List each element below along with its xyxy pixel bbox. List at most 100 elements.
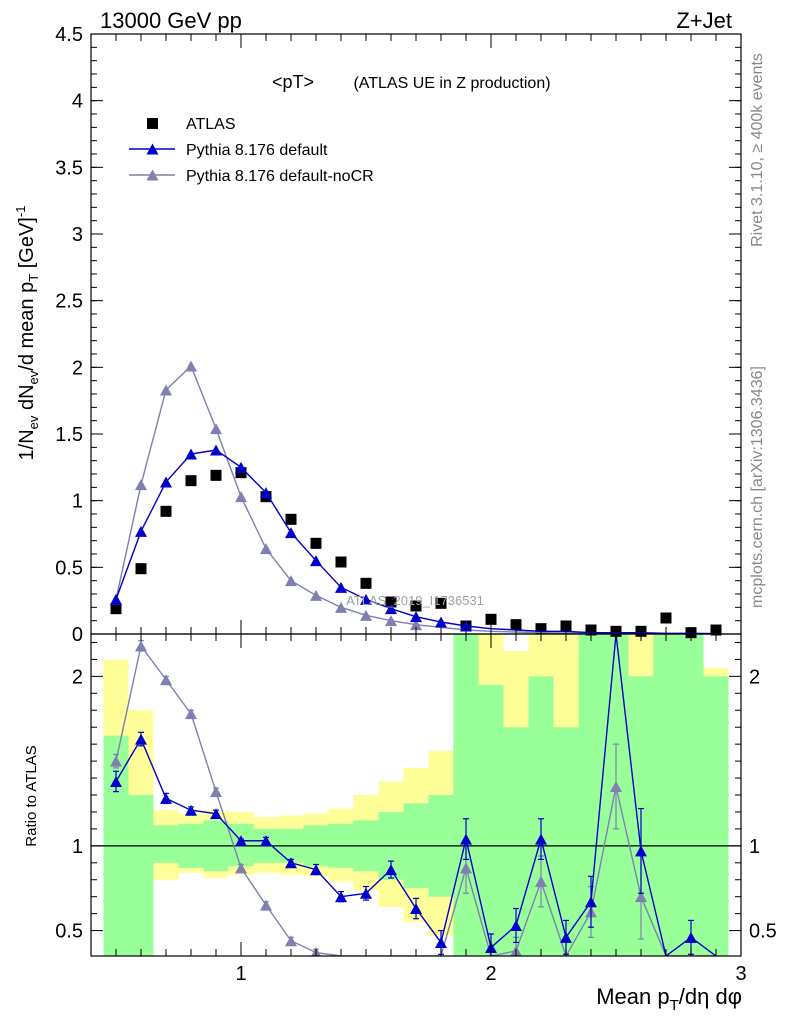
- ratio-series: [110, 634, 717, 956]
- ratio-point-nocr: [610, 781, 622, 793]
- point-nocr: [310, 589, 322, 601]
- atlas-point: [110, 603, 122, 615]
- main-ytick-label: 4: [72, 91, 83, 113]
- point-nocr: [260, 543, 272, 555]
- ratio-point-default: [310, 864, 322, 876]
- atlas-point: [135, 563, 147, 575]
- mcplots-label: mcplots.cern.ch [arXiv:1306.3436]: [749, 366, 766, 608]
- ratio-point-nocr: [235, 862, 247, 874]
- ratio-point-default: [210, 808, 222, 820]
- point-default: [410, 611, 422, 623]
- atlas-point: [285, 513, 297, 525]
- ratio-point-default: [460, 833, 472, 845]
- band-green: [703, 676, 729, 956]
- ratio-point-default: [510, 919, 522, 931]
- band-green: [478, 684, 504, 956]
- point-default: [460, 620, 472, 632]
- ratio-point-default: [110, 775, 122, 787]
- atlas-point: [660, 612, 672, 624]
- main-ytick-label: 2: [72, 357, 83, 379]
- main-ytick-label: 1.5: [55, 424, 83, 446]
- legend-label-nocr: Pythia 8.176 default-noCR: [186, 168, 374, 185]
- point-nocr: [135, 479, 147, 491]
- header-right: Z+Jet: [676, 8, 732, 33]
- point-nocr: [185, 360, 197, 372]
- band-green: [528, 676, 554, 956]
- main-ytick-label: 3: [72, 224, 83, 246]
- point-default: [235, 461, 247, 473]
- ratio-point-default: [635, 845, 647, 857]
- xtick-label: 3: [735, 963, 746, 985]
- point-default: [435, 616, 447, 628]
- ratio-point-nocr: [535, 875, 547, 887]
- ratio-ytick-label: 2: [72, 666, 83, 688]
- xtick-label: 1: [235, 963, 246, 985]
- ratio-point-default: [285, 857, 297, 869]
- point-default: [210, 444, 222, 456]
- atlas-point: [310, 537, 322, 549]
- ratio-ytick-label-right: 0.5: [749, 921, 777, 943]
- point-nocr: [410, 619, 422, 631]
- main-ytick-label: 0: [72, 624, 83, 646]
- point-nocr: [160, 384, 172, 396]
- ratio-point-default: [385, 864, 397, 876]
- ratio-point-default: [685, 931, 697, 943]
- point-default: [260, 487, 272, 499]
- ratio-point-default: [185, 804, 197, 816]
- main-ytick-label: 4.5: [55, 24, 83, 46]
- x-axis-label: Mean pT/dη dφ: [596, 984, 742, 1014]
- ratio-ytick-label: 1: [72, 836, 83, 858]
- point-nocr: [335, 601, 347, 613]
- axes: 0 0.5 1 1.5 2 2.5 3 3.5 4 4.5 0.5 0.5 1 1 2 2 1 2 3: [55, 24, 777, 985]
- band-green: [553, 727, 579, 956]
- ratio-ylabel: Ratio to ATLAS: [23, 745, 40, 846]
- main-ytick-label: 3.5: [55, 157, 83, 179]
- atlas-point: [160, 505, 172, 517]
- point-default: [310, 555, 322, 567]
- ratio-point-default: [335, 891, 347, 903]
- ratio-point-default: [535, 833, 547, 845]
- ratio-point-nocr: [285, 935, 297, 947]
- point-nocr: [360, 609, 372, 621]
- ratio-point-default: [260, 835, 272, 847]
- ratio-point-default: [410, 903, 422, 915]
- band-green: [653, 634, 679, 956]
- band-green: [453, 634, 479, 956]
- atlas-point: [435, 597, 447, 609]
- ratio-ytick-label-right: 1: [749, 836, 760, 858]
- ratio-point-nocr: [110, 755, 122, 767]
- legend: ATLAS Pythia 8.176 default Pythia 8.176 …: [129, 116, 374, 185]
- legend-marker-nocr: [146, 169, 159, 181]
- ratio-panel: [91, 634, 741, 956]
- point-default: [335, 581, 347, 593]
- band-green: [128, 795, 154, 956]
- ratio-point-default: [160, 792, 172, 804]
- legend-label-atlas: ATLAS: [186, 116, 236, 133]
- ratio-point-default: [135, 733, 147, 745]
- ratio-ytick-label: 0.5: [55, 921, 83, 943]
- ratio-point-nocr: [160, 674, 172, 686]
- atlas-point: [560, 620, 572, 632]
- point-default: [185, 448, 197, 460]
- ratio-point-default: [360, 887, 372, 899]
- atlas-point: [210, 469, 222, 481]
- main-ytick-label: 0.5: [55, 557, 83, 579]
- legend-marker-default: [146, 143, 159, 155]
- point-default: [385, 603, 397, 615]
- point-default: [360, 593, 372, 605]
- point-default: [135, 525, 147, 537]
- ratio-ytick-label-right: 2: [749, 666, 760, 688]
- legend-marker-atlas: [147, 118, 158, 129]
- main-ytick-label: 2.5: [55, 291, 83, 313]
- band-green: [153, 825, 179, 863]
- watermark: ATLAS_2019_I1736531: [346, 593, 484, 608]
- atlas-point: [185, 475, 197, 487]
- ratio-point-nocr: [185, 708, 197, 720]
- main-subtitle: (ATLAS UE in Z production): [353, 75, 550, 92]
- svg-text:1/Nev dNev/d mean pT [GeV]-1: 1/Nev dNev/d mean pT [GeV]-1: [13, 206, 41, 461]
- ratio-point-default: [235, 835, 247, 847]
- atlas-point: [510, 619, 522, 631]
- ratio-point-nocr: [635, 891, 647, 903]
- atlas-point: [385, 596, 397, 608]
- point-nocr: [235, 491, 247, 503]
